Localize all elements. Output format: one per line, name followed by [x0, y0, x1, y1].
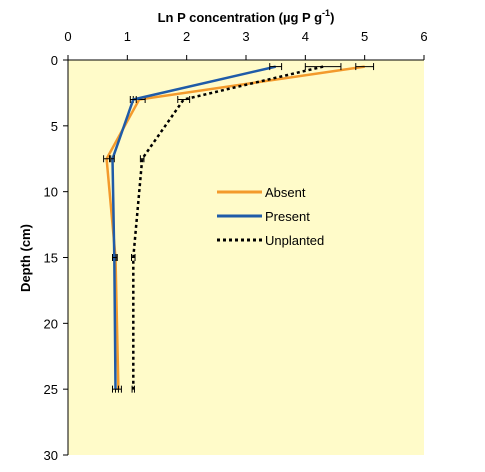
- error-bar: [112, 385, 119, 393]
- plot-area: [68, 60, 424, 455]
- legend-label: Absent: [265, 185, 306, 200]
- y-axis-title: Depth (cm): [18, 224, 33, 292]
- legend-item-absent: Absent: [217, 185, 306, 200]
- legend-item-present: Present: [217, 209, 310, 224]
- error-bar: [139, 155, 145, 163]
- x-tick-label: 1: [124, 29, 131, 44]
- series-present: [110, 63, 283, 393]
- x-tick-label: 0: [64, 29, 71, 44]
- x-tick-label: 6: [420, 29, 427, 44]
- x-tick-label: 4: [302, 29, 309, 44]
- axis-layer: 0 1 2 3 4 5 6 0 5 10 15 20 25 30: [44, 29, 428, 463]
- error-bar: [269, 63, 283, 71]
- error-bar: [129, 96, 137, 103]
- y-tick-label: 25: [44, 382, 58, 397]
- error-bar: [112, 254, 117, 261]
- error-bar: [110, 155, 115, 163]
- legend: Absent Present Unplanted: [217, 185, 324, 248]
- x-tick-label: 3: [242, 29, 249, 44]
- y-tick-label: 0: [51, 53, 58, 68]
- x-axis-title-suffix: ): [330, 10, 334, 25]
- y-tick-label: 5: [51, 119, 58, 134]
- x-tick-label: 2: [183, 29, 190, 44]
- legend-label: Present: [265, 209, 310, 224]
- error-bar: [103, 155, 111, 163]
- y-tick-label: 15: [44, 251, 58, 266]
- x-axis-title-main: Ln P concentration (µg P g: [158, 10, 323, 25]
- error-bar: [130, 254, 136, 261]
- y-tick-label: 20: [44, 316, 58, 331]
- error-bar: [355, 63, 375, 71]
- legend-label: Unplanted: [265, 233, 324, 248]
- series-unplanted: [130, 63, 342, 393]
- x-axis-title-superscript: -1: [322, 8, 330, 18]
- y-tick-label: 10: [44, 185, 58, 200]
- x-tick-label: 5: [361, 29, 368, 44]
- error-bar: [177, 96, 191, 103]
- series-layer: [103, 63, 375, 393]
- legend-item-unplanted: Unplanted: [217, 233, 324, 248]
- error-bar: [131, 385, 135, 393]
- error-bar: [304, 63, 342, 71]
- x-axis-title: Ln P concentration (µg P g-1): [158, 8, 335, 25]
- y-tick-label: 30: [44, 448, 58, 463]
